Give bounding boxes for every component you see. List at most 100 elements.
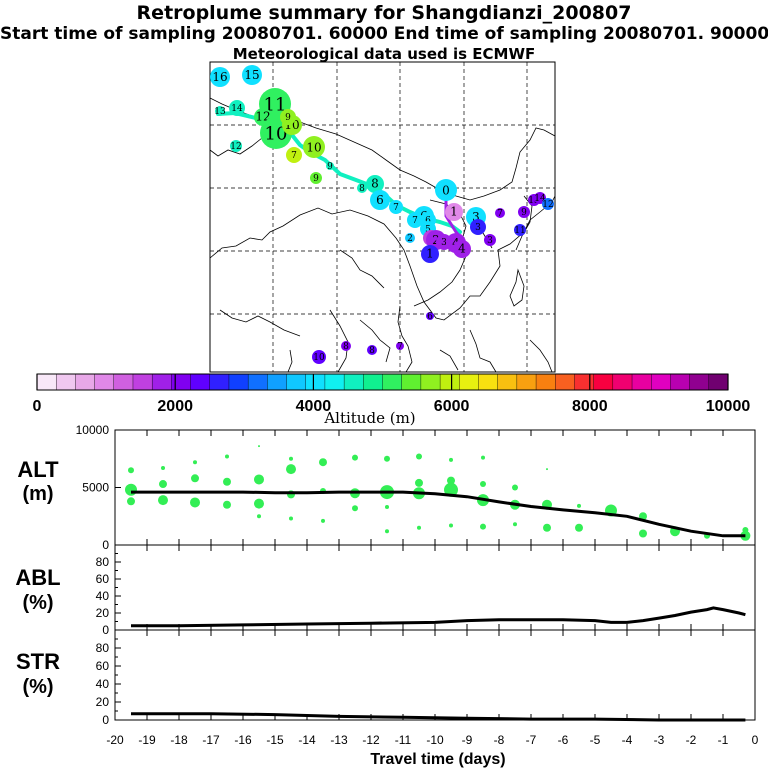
- x-tick-label: -18: [170, 733, 188, 747]
- cluster-marker-label: 10: [313, 353, 325, 363]
- cluster-marker: 2: [405, 233, 415, 244]
- altitude-point: [159, 480, 167, 489]
- x-tick-label: -19: [138, 733, 156, 747]
- colorbar-cell: [267, 373, 288, 391]
- cluster-marker-dot: [396, 342, 404, 350]
- cluster-marker: 14: [229, 100, 245, 116]
- cluster-marker-label: 7: [291, 151, 297, 161]
- colorbar-cell: [363, 373, 383, 391]
- altitude-point: [289, 456, 293, 461]
- altitude-point: [158, 495, 168, 506]
- cluster-marker-label: 2: [407, 234, 413, 244]
- cluster-marker-dot: [389, 200, 403, 214]
- colorbar-cell: [209, 373, 230, 391]
- colorbar-cell: [516, 373, 537, 391]
- cluster-marker-dot: [470, 219, 486, 235]
- cluster-marker-label: 2: [432, 233, 440, 247]
- colorbar-cell: [55, 373, 76, 391]
- cluster-marker: 7: [396, 342, 404, 352]
- cluster-marker-dot: [215, 106, 225, 116]
- x-tick-label: 0: [752, 733, 759, 747]
- cluster-marker-label: 14: [231, 104, 243, 114]
- cluster-marker-label: 9: [285, 113, 291, 123]
- colorbar-cell: [305, 373, 326, 391]
- x-tick-label: -16: [234, 733, 252, 747]
- abl-panel: ABL(%) 80 60 40 20 0: [15, 544, 756, 637]
- cluster-marker-dot: [370, 190, 390, 210]
- altitude-point: [480, 481, 486, 488]
- cluster-marker-label: 13: [214, 107, 226, 117]
- cluster-marker-label: 10: [265, 123, 288, 144]
- altitude-point: [449, 523, 453, 528]
- cluster-marker: 13: [214, 106, 226, 117]
- y-tick-label: 80: [96, 641, 110, 655]
- x-tick-label: -10: [426, 733, 444, 747]
- altitude-point: [384, 455, 390, 462]
- cluster-marker-label: 7: [393, 203, 399, 213]
- altitude-point: [289, 516, 293, 521]
- altitude-point: [449, 457, 453, 462]
- alt-panel-frame: [114, 429, 756, 546]
- cluster-marker: 1: [445, 203, 463, 221]
- cluster-marker-dot: [495, 208, 505, 218]
- altitude-point: [416, 453, 422, 460]
- x-tick-label: -6: [558, 733, 569, 747]
- str-axis-label: STR: [16, 649, 60, 674]
- colorbar-cell: [75, 373, 96, 391]
- y-tick-label: 20: [96, 606, 110, 620]
- cluster-marker-label: 11: [514, 226, 525, 236]
- cluster-marker: 8: [357, 183, 367, 194]
- x-tick-label: -15: [266, 733, 284, 747]
- altitude-point: [417, 525, 421, 530]
- x-tick-label: -5: [590, 733, 601, 747]
- altitude-point: [258, 445, 260, 448]
- cluster-marker-label: 4: [458, 242, 466, 256]
- colorbar-cell: [132, 373, 153, 391]
- cluster-marker-label: 12: [230, 142, 241, 152]
- x-tick-label: -8: [494, 733, 505, 747]
- cluster-marker-label: 6: [376, 193, 384, 207]
- y-tick-label: 0: [102, 713, 109, 727]
- colorbar-cell: [151, 373, 172, 391]
- cluster-marker-dot: [542, 198, 554, 210]
- cluster-marker: 7: [286, 147, 302, 163]
- x-tick-label: -7: [526, 733, 537, 747]
- cluster-marker: 11: [514, 224, 526, 236]
- cluster-marker-label: 1: [426, 247, 434, 261]
- trajectory-map: 1615141311121010910127998867601765332123…: [209, 61, 556, 373]
- cluster-marker: 1: [421, 245, 439, 263]
- altitude-point: [191, 474, 199, 483]
- altitude-point: [321, 518, 325, 523]
- altitude-point: [128, 467, 134, 474]
- y-tick-label: 60: [96, 659, 110, 673]
- cluster-marker-dot: [421, 245, 439, 263]
- cluster-marker-label: 3: [475, 223, 481, 233]
- altitude-point: [385, 529, 389, 534]
- cluster-marker: 4: [453, 240, 471, 258]
- cluster-marker-dot: [341, 341, 351, 351]
- str-panel-frame: [114, 629, 756, 721]
- colorbar-cell: [343, 373, 364, 391]
- x-tick-label: -13: [330, 733, 348, 747]
- x-tick-label: -1: [718, 733, 729, 747]
- cluster-marker-dot: [326, 162, 334, 170]
- colorbar-cell: [670, 373, 691, 391]
- cluster-marker-dot: [230, 140, 242, 152]
- altitude-point: [254, 474, 264, 485]
- sampling-times: Start time of sampling 20080701. 60000 E…: [0, 24, 768, 44]
- cluster-marker-dot: [407, 212, 423, 228]
- colorbar-cell: [708, 373, 729, 391]
- cluster-marker-dot: [426, 312, 434, 320]
- colorbar-label: Altitude (m): [323, 409, 415, 427]
- cluster-marker-dot: [367, 345, 377, 355]
- colorbar-tick-label: 6000: [434, 398, 470, 415]
- cluster-marker-label: 3: [487, 236, 493, 246]
- altitude-point: [257, 514, 261, 519]
- cluster-marker-label: 7: [397, 342, 403, 352]
- cluster-marker: 0: [435, 179, 457, 201]
- altitude-point: [161, 465, 165, 470]
- colorbar-tick-label: 4000: [296, 398, 332, 415]
- cluster-marker-dot: [445, 203, 463, 221]
- cluster-marker-label: 5: [425, 225, 431, 235]
- altitude-point: [415, 478, 423, 487]
